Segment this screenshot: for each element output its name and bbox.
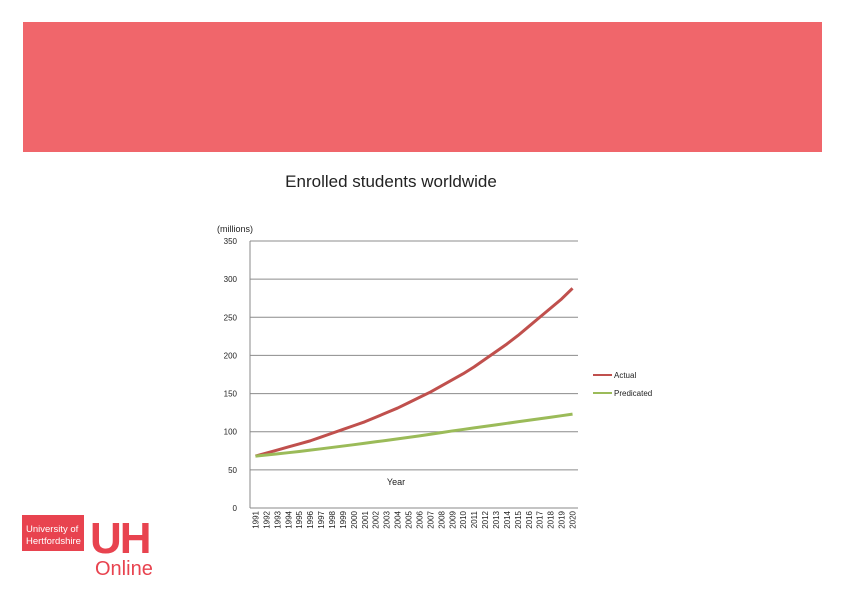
logo-line2: Hertfordshire (26, 536, 81, 547)
header-banner (23, 22, 822, 152)
x-tick-label: 1995 (295, 510, 304, 528)
x-tick-label: 2004 (394, 510, 403, 528)
x-tick-label: 2009 (448, 510, 457, 528)
y-axis-ticks: 0 50 100 150 200 250 300 350 (224, 237, 238, 513)
x-tick-label: 1996 (306, 510, 315, 528)
series-line-actual (255, 287, 574, 458)
x-tick-label: 2010 (459, 510, 468, 528)
x-tick-label: 2003 (383, 510, 392, 528)
university-logo: University of Hertfordshire UH Online (22, 514, 164, 580)
x-tick-label: 1997 (317, 510, 326, 528)
x-tick-label: 2000 (350, 510, 359, 528)
x-tick-label: 2001 (361, 510, 370, 528)
x-tick-label: 1999 (339, 510, 348, 528)
x-axis-label: Year (387, 477, 405, 487)
y-tick-label: 50 (228, 466, 237, 475)
y-tick-label: 0 (233, 504, 238, 513)
x-tick-label: 2015 (514, 510, 523, 528)
logo-graphic: University of Hertfordshire UH Online (22, 514, 153, 580)
x-tick-label: 2007 (426, 510, 435, 528)
x-tick-label: 1993 (273, 510, 282, 528)
x-tick-label: 2011 (470, 510, 479, 528)
x-tick-label: 2005 (405, 510, 414, 528)
x-tick-label: 2008 (437, 510, 446, 528)
x-tick-label: 1998 (328, 510, 337, 528)
legend-label: Actual (614, 371, 636, 380)
logo-word: Online (95, 558, 153, 579)
x-tick-label: 2017 (536, 510, 545, 528)
logo-line1: University of (26, 524, 79, 535)
x-tick-label: 2002 (372, 510, 381, 528)
x-axis-ticks: 1991 1992 1993 1994 1995 1996 1997 1998 1999 2000… (251, 510, 577, 528)
y-tick-label: 250 (224, 313, 238, 322)
legend: Actual Predicated (593, 371, 652, 398)
series-lines (255, 287, 574, 458)
x-tick-label: 2020 (569, 510, 578, 528)
series-line-predicated (255, 412, 573, 458)
y-tick-label: 200 (224, 351, 238, 360)
y-tick-label: 300 (224, 275, 238, 284)
y-tick-label: 100 (224, 428, 238, 437)
y-axis-label: (millions) (217, 224, 253, 234)
x-tick-label: 2018 (547, 510, 556, 528)
logo-mark: UH (90, 515, 150, 563)
x-tick-label: 1992 (262, 510, 271, 528)
legend-label: Predicated (614, 389, 652, 398)
gridlines (249, 240, 578, 509)
x-tick-label: 1994 (284, 510, 293, 528)
x-tick-label: 2014 (503, 510, 512, 528)
x-tick-label: 1991 (251, 510, 260, 528)
y-tick-label: 150 (224, 390, 238, 399)
y-tick-label: 350 (224, 237, 238, 246)
chart-title: Enrolled students worldwide (285, 172, 497, 191)
x-tick-label: 2016 (525, 510, 534, 528)
x-tick-label: 2013 (492, 510, 501, 528)
x-tick-label: 2006 (415, 510, 424, 528)
logo-block (22, 515, 84, 551)
x-tick-label: 2019 (558, 510, 567, 528)
x-tick-label: 2012 (481, 510, 490, 528)
